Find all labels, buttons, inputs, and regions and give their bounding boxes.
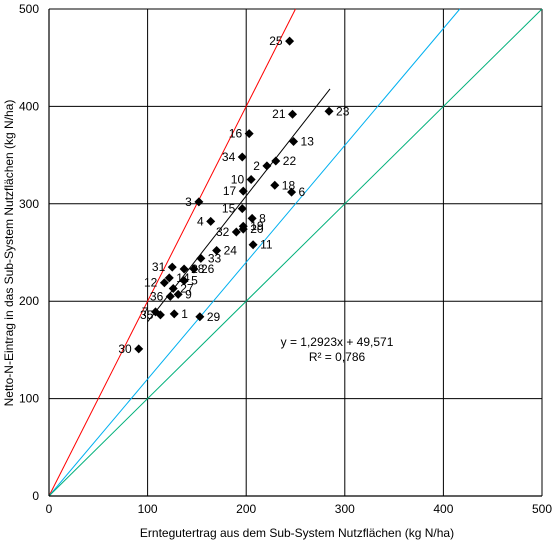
point-label-14: 14 — [176, 271, 190, 285]
data-point-17 — [238, 186, 248, 196]
point-label-23: 23 — [336, 104, 350, 118]
y-tick-label: 400 — [19, 99, 39, 113]
data-point-6 — [287, 187, 297, 197]
data-point-1 — [169, 309, 179, 319]
point-label-30: 30 — [118, 342, 132, 356]
data-point-15 — [237, 204, 247, 214]
point-label-32: 32 — [216, 225, 230, 239]
point-label-20: 20 — [250, 222, 264, 236]
point-label-10: 10 — [231, 172, 245, 186]
x-tick-label: 0 — [46, 502, 53, 516]
tick-labels: 0 100 200 300 400 500 0 100 200 300 400 500 — [19, 2, 552, 516]
data-point-5 — [179, 276, 189, 286]
data-point-2 — [262, 161, 272, 171]
data-point-14 — [164, 273, 174, 283]
data-point-32 — [231, 227, 241, 237]
x-tick-label: 300 — [335, 502, 355, 516]
point-label-34: 34 — [222, 150, 236, 164]
point-label-5: 5 — [191, 274, 198, 288]
point-label-26: 26 — [201, 262, 215, 276]
point-label-4: 4 — [197, 214, 204, 228]
data-point-25 — [285, 36, 295, 46]
point-label-25: 25 — [269, 34, 283, 48]
point-label-22: 22 — [283, 154, 297, 168]
regression-r-squared: R² = 0,786 — [309, 350, 366, 364]
point-label-35: 35 — [140, 308, 154, 322]
x-axis-title: Erntegutertrag aus dem Sub-System Nutzfl… — [140, 526, 454, 540]
point-label-29: 29 — [207, 310, 221, 324]
data-point-22 — [271, 156, 281, 166]
point-label-15: 15 — [222, 202, 236, 216]
point-label-28: 28 — [191, 262, 205, 276]
data-point-21 — [288, 109, 298, 119]
point-label-18: 18 — [282, 178, 296, 192]
data-point-24 — [212, 246, 222, 256]
data-point-8 — [247, 213, 257, 223]
data-point-11 — [248, 240, 258, 250]
data-point-27 — [168, 284, 178, 294]
point-label-1: 1 — [181, 307, 188, 321]
point-label-13: 13 — [301, 134, 315, 148]
y-tick-label: 500 — [19, 2, 39, 16]
y-tick-label: 100 — [19, 392, 39, 406]
point-label-31: 31 — [152, 260, 166, 274]
axes — [48, 9, 542, 497]
data-point-28 — [179, 264, 189, 274]
reference-lines — [48, 8, 543, 497]
data-point-9 — [173, 289, 183, 299]
data-point-35 — [155, 310, 165, 320]
data-point-16 — [244, 129, 254, 139]
x-tick-label: 500 — [532, 502, 552, 516]
point-label-2: 2 — [253, 159, 260, 173]
y-tick-label: 0 — [32, 489, 39, 503]
data-point-18 — [270, 180, 280, 190]
point-label-36: 36 — [150, 289, 164, 303]
point-label-12: 12 — [144, 276, 158, 290]
point-label-21: 21 — [272, 107, 286, 121]
data-point-12 — [159, 278, 169, 288]
y-tick-label: 300 — [19, 197, 39, 211]
data-point-23 — [324, 106, 334, 116]
point-label-27: 27 — [180, 282, 194, 296]
point-label-8: 8 — [259, 211, 266, 225]
data-point-34 — [237, 152, 247, 162]
x-tick-label: 200 — [236, 502, 256, 516]
point-label-6: 6 — [299, 185, 306, 199]
x-tick-label: 400 — [433, 502, 453, 516]
point-label-11: 11 — [260, 238, 273, 252]
regression-line-group — [147, 88, 331, 323]
point-label-33: 33 — [208, 251, 222, 265]
data-point-3 — [194, 197, 204, 207]
data-point-29 — [195, 312, 205, 322]
x-tick-label: 100 — [138, 502, 158, 516]
data-point-13 — [289, 136, 299, 146]
data-point-36 — [165, 291, 175, 301]
point-label-3: 3 — [185, 195, 192, 209]
point-label-16: 16 — [229, 127, 243, 141]
data-point-20 — [238, 224, 248, 234]
data-point-31 — [167, 262, 177, 272]
y-tick-label: 200 — [19, 294, 39, 308]
data-point-4 — [206, 216, 216, 226]
data-points — [134, 36, 334, 354]
regression-equation: y = 1,2923x + 49,571 — [281, 335, 394, 349]
data-point-33 — [196, 253, 206, 263]
regression-line — [147, 88, 331, 323]
data-point-30 — [134, 344, 144, 354]
data-point-10 — [246, 174, 256, 184]
reference-line — [48, 8, 543, 497]
data-point-26 — [189, 264, 199, 274]
point-label-24: 24 — [224, 244, 238, 258]
point-label-7: 7 — [142, 305, 149, 319]
y-axis-title: Netto-N-Eintrag in das Sub-System Nutzfl… — [2, 100, 16, 407]
point-label-19: 19 — [250, 219, 264, 233]
reference-line — [48, 8, 296, 497]
reference-line — [48, 8, 461, 497]
point-label-9: 9 — [185, 287, 192, 301]
point-label-17: 17 — [223, 184, 237, 198]
